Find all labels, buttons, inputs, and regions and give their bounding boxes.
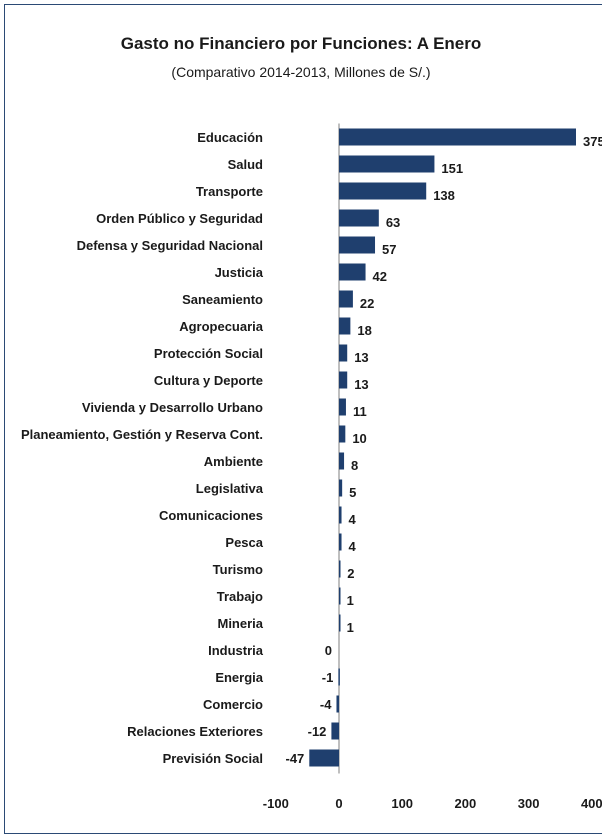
x-tick-label: -100 [263, 796, 289, 811]
category-label: Transporte [196, 184, 263, 199]
bar [339, 452, 345, 470]
data-label: 13 [354, 377, 368, 392]
data-label: 4 [349, 539, 357, 554]
x-tick-label: 0 [335, 796, 342, 811]
data-label: 151 [441, 161, 463, 176]
bar [339, 560, 341, 578]
bar [339, 344, 348, 362]
data-label: 11 [353, 404, 367, 419]
data-label: -1 [322, 670, 334, 685]
bar [339, 479, 343, 497]
data-label: 18 [357, 323, 371, 338]
data-label: 0 [325, 643, 332, 658]
bar [339, 425, 346, 443]
category-label: Saneamiento [182, 292, 263, 307]
bar [339, 290, 353, 308]
data-label: 8 [351, 458, 358, 473]
category-label: Comercio [203, 697, 263, 712]
x-tick-label: 300 [518, 796, 540, 811]
bar [339, 128, 576, 146]
data-label: 10 [352, 431, 366, 446]
data-label: 42 [373, 269, 387, 284]
category-label: Salud [228, 157, 263, 172]
bar [339, 506, 342, 524]
bar [309, 749, 339, 767]
data-label: -12 [308, 724, 327, 739]
bar [339, 182, 427, 200]
category-label: Cultura y Deporte [154, 373, 263, 388]
bar [339, 236, 376, 254]
category-label: Protección Social [154, 346, 263, 361]
category-label: Mineria [217, 616, 263, 631]
bar [339, 533, 342, 551]
bar [339, 155, 435, 173]
data-label: 22 [360, 296, 374, 311]
bar [339, 263, 366, 281]
category-label: Industria [208, 643, 264, 658]
data-label: 138 [433, 188, 455, 203]
data-label: 4 [349, 512, 357, 527]
data-label: 1 [347, 593, 354, 608]
category-label: Previsión Social [163, 751, 263, 766]
data-label: -4 [320, 697, 332, 712]
category-label: Defensa y Seguridad Nacional [77, 238, 263, 253]
category-label: Planeamiento, Gestión y Reserva Cont. [21, 427, 263, 442]
data-label: 375 [583, 134, 602, 149]
bar [339, 317, 351, 335]
data-label: 63 [386, 215, 400, 230]
x-tick-label: 100 [391, 796, 413, 811]
data-label: 57 [382, 242, 396, 257]
bar [339, 587, 341, 605]
chart-title: Gasto no Financiero por Funciones: A Ene… [120, 34, 482, 53]
data-label: 1 [347, 620, 354, 635]
chart-subtitle: (Comparativo 2014-2013, Millones de S/.) [171, 64, 431, 80]
category-label: Relaciones Exteriores [127, 724, 263, 739]
category-label: Educación [197, 130, 263, 145]
category-label: Trabajo [217, 589, 263, 604]
bar [336, 695, 339, 713]
bar [331, 722, 339, 740]
category-label: Comunicaciones [159, 508, 263, 523]
x-tick-label: 400 [581, 796, 602, 811]
bar [339, 614, 341, 632]
category-label: Legislativa [196, 481, 264, 496]
x-tick-label: 200 [455, 796, 477, 811]
category-label: Vivienda y Desarrollo Urbano [82, 400, 263, 415]
data-label: -47 [285, 751, 304, 766]
bar [339, 371, 348, 389]
data-label: 5 [349, 485, 356, 500]
category-label: Pesca [225, 535, 263, 550]
category-label: Agropecuaria [179, 319, 264, 334]
category-label: Energia [215, 670, 263, 685]
category-label: Justicia [215, 265, 264, 280]
category-label: Turismo [213, 562, 263, 577]
data-label: 2 [347, 566, 354, 581]
bar [339, 398, 346, 416]
data-label: 13 [354, 350, 368, 365]
bar [338, 668, 340, 686]
category-label: Ambiente [204, 454, 263, 469]
bar [339, 209, 379, 227]
category-label: Orden Público y Seguridad [96, 211, 263, 226]
